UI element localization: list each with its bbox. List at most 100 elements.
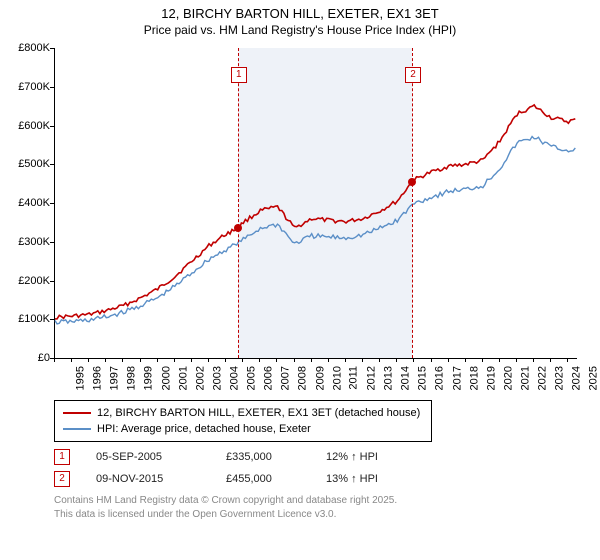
y-tick-label: £400K xyxy=(6,197,50,209)
x-tick-label: 2021 xyxy=(519,366,531,390)
x-tick-label: 2003 xyxy=(211,366,223,390)
x-tick-label: 2009 xyxy=(314,366,326,390)
sale-marker-dot xyxy=(408,178,416,186)
sale-marker-box: 1 xyxy=(231,67,247,83)
x-tick xyxy=(105,358,106,362)
title-line-1: 12, BIRCHY BARTON HILL, EXETER, EX1 3ET xyxy=(0,6,600,21)
y-tick-label: £500K xyxy=(6,158,50,170)
chart-title-block: 12, BIRCHY BARTON HILL, EXETER, EX1 3ET … xyxy=(0,0,600,37)
x-tick-label: 2001 xyxy=(177,366,189,390)
x-tick xyxy=(482,358,483,362)
x-tick xyxy=(71,358,72,362)
x-tick xyxy=(379,358,380,362)
y-tick-label: £600K xyxy=(6,120,50,132)
sale-marker-line xyxy=(238,48,239,358)
x-tick xyxy=(208,358,209,362)
x-tick xyxy=(499,358,500,362)
x-tick xyxy=(567,358,568,362)
y-tick xyxy=(50,126,54,127)
legend-label-property: 12, BIRCHY BARTON HILL, EXETER, EX1 3ET … xyxy=(97,407,420,419)
x-tick-label: 2012 xyxy=(365,366,377,390)
title-line-2: Price paid vs. HM Land Registry's House … xyxy=(0,23,600,37)
x-tick-label: 1997 xyxy=(109,366,121,390)
x-tick-label: 1995 xyxy=(74,366,86,390)
x-tick-label: 1998 xyxy=(126,366,138,390)
x-tick-label: 2016 xyxy=(434,366,446,390)
x-tick xyxy=(345,358,346,362)
x-tick-label: 2011 xyxy=(347,366,359,390)
x-tick xyxy=(88,358,89,362)
y-tick xyxy=(50,48,54,49)
series-line-hpi xyxy=(55,137,575,324)
x-tick-label: 2015 xyxy=(417,366,429,390)
sale-marker-line xyxy=(412,48,413,358)
y-tick xyxy=(50,203,54,204)
x-tick-label: 2010 xyxy=(331,366,343,390)
footer-line-2: This data is licensed under the Open Gov… xyxy=(54,508,574,522)
y-tick-label: £100K xyxy=(6,313,50,325)
x-tick xyxy=(259,358,260,362)
chart-plot-area: 12 xyxy=(54,48,577,359)
x-tick-label: 2023 xyxy=(554,366,566,390)
x-tick xyxy=(465,358,466,362)
x-tick-label: 2014 xyxy=(400,366,412,390)
y-tick xyxy=(50,319,54,320)
sale-marker-box: 2 xyxy=(405,67,421,83)
x-tick xyxy=(140,358,141,362)
x-tick xyxy=(396,358,397,362)
x-tick-label: 2000 xyxy=(160,366,172,390)
sale-marker-1: 1 xyxy=(54,449,70,465)
legend: 12, BIRCHY BARTON HILL, EXETER, EX1 3ET … xyxy=(54,400,432,442)
sale-marker-dot xyxy=(234,224,242,232)
x-tick xyxy=(448,358,449,362)
x-tick-label: 1999 xyxy=(143,366,155,390)
sale-marker-2: 2 xyxy=(54,471,70,487)
y-tick-label: £700K xyxy=(6,81,50,93)
x-tick-label: 2024 xyxy=(571,366,583,390)
sale-date: 05-SEP-2005 xyxy=(96,451,226,463)
y-tick-label: £300K xyxy=(6,236,50,248)
x-tick-label: 2020 xyxy=(502,366,514,390)
sales-row: 1 05-SEP-2005 £335,000 12% ↑ HPI xyxy=(54,446,426,468)
sale-date: 09-NOV-2015 xyxy=(96,473,226,485)
x-tick xyxy=(311,358,312,362)
x-tick xyxy=(191,358,192,362)
y-tick-label: £200K xyxy=(6,275,50,287)
sale-delta: 12% ↑ HPI xyxy=(326,451,426,463)
footer-line-1: Contains HM Land Registry data © Crown c… xyxy=(54,494,574,508)
x-tick-label: 2017 xyxy=(451,366,463,390)
x-tick-label: 2007 xyxy=(280,366,292,390)
y-tick xyxy=(50,281,54,282)
x-tick-label: 2006 xyxy=(263,366,275,390)
y-tick xyxy=(50,87,54,88)
x-tick xyxy=(174,358,175,362)
x-tick xyxy=(516,358,517,362)
y-tick xyxy=(50,242,54,243)
x-tick-label: 2004 xyxy=(229,366,241,390)
x-tick xyxy=(276,358,277,362)
y-tick-label: £0 xyxy=(6,352,50,364)
x-tick xyxy=(294,358,295,362)
x-tick-label: 2005 xyxy=(246,366,258,390)
x-tick xyxy=(550,358,551,362)
x-tick-label: 2018 xyxy=(468,366,480,390)
y-tick-label: £800K xyxy=(6,42,50,54)
legend-label-hpi: HPI: Average price, detached house, Exet… xyxy=(97,423,311,435)
x-tick xyxy=(122,358,123,362)
x-tick xyxy=(533,358,534,362)
chart-lines-svg xyxy=(55,48,577,358)
sale-price: £335,000 xyxy=(226,451,326,463)
x-tick xyxy=(225,358,226,362)
sale-price: £455,000 xyxy=(226,473,326,485)
sales-row: 2 09-NOV-2015 £455,000 13% ↑ HPI xyxy=(54,468,426,490)
x-tick-label: 2025 xyxy=(588,366,600,390)
x-tick-label: 2002 xyxy=(194,366,206,390)
sale-delta: 13% ↑ HPI xyxy=(326,473,426,485)
x-tick xyxy=(242,358,243,362)
x-tick xyxy=(431,358,432,362)
legend-item-hpi: HPI: Average price, detached house, Exet… xyxy=(63,421,423,437)
legend-swatch-property xyxy=(63,412,91,414)
footer-attribution: Contains HM Land Registry data © Crown c… xyxy=(54,494,574,521)
x-tick-label: 1996 xyxy=(92,366,104,390)
x-tick-label: 2019 xyxy=(485,366,497,390)
